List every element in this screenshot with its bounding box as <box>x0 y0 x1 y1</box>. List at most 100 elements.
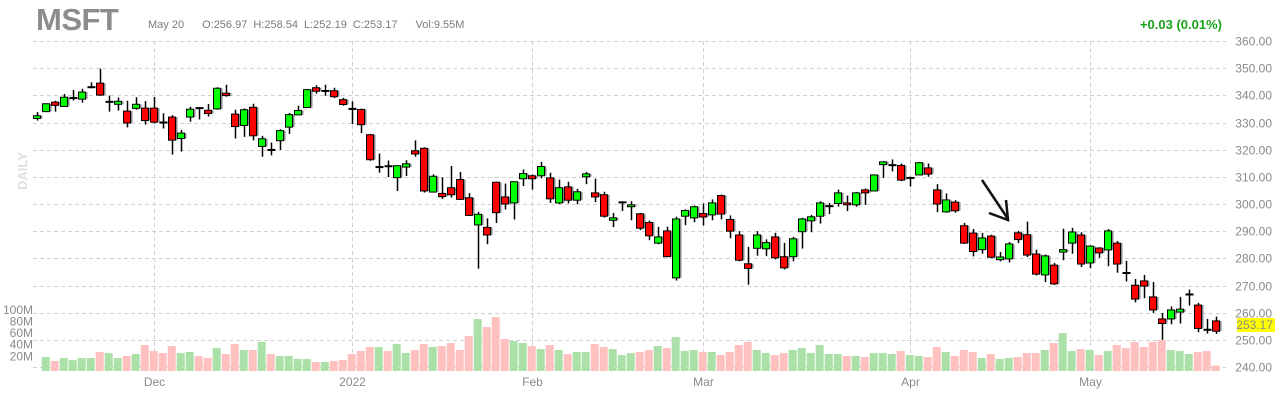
candle-body <box>312 87 320 92</box>
bar-info-row: May 20 O:256.97 H:258.54 L:252.19 C:253.… <box>148 19 464 31</box>
candle-body <box>276 130 284 142</box>
volume-bar <box>203 358 212 371</box>
volume-bar <box>590 344 599 371</box>
candle-body <box>726 218 734 232</box>
candle-body <box>852 192 860 206</box>
candle <box>744 246 754 285</box>
candle-body <box>897 164 905 181</box>
candle <box>663 226 673 258</box>
volume-bar <box>617 355 626 371</box>
volume-bar <box>446 343 455 371</box>
candle <box>204 104 214 117</box>
candle <box>159 113 168 129</box>
volume-bar <box>482 327 491 371</box>
candle-body <box>780 256 788 269</box>
candle <box>1041 254 1051 282</box>
candle <box>870 174 880 192</box>
candle-body <box>132 103 140 109</box>
month-label: Feb <box>522 375 543 389</box>
candle-body <box>330 90 338 98</box>
candle-body <box>78 91 86 100</box>
last-price-tag <box>1237 318 1275 332</box>
price-tick-label: 270.00 <box>1235 280 1272 294</box>
candle-body <box>960 225 968 244</box>
candle <box>366 133 376 161</box>
volume-bar <box>1040 350 1049 371</box>
candle <box>915 161 925 176</box>
candle-body <box>393 165 401 179</box>
candle <box>519 169 529 187</box>
candle-body <box>420 147 428 192</box>
price-tick-label: 330.00 <box>1235 117 1272 131</box>
candle <box>1077 232 1087 268</box>
candle-body <box>1032 253 1040 275</box>
candle <box>1068 227 1078 254</box>
candle <box>609 212 619 228</box>
candle <box>690 205 700 223</box>
candle <box>240 108 250 137</box>
candle <box>699 203 709 226</box>
candle <box>402 160 412 177</box>
annotation-arrow-icon <box>980 179 1010 222</box>
price-tick-label: 240.00 <box>1235 361 1272 375</box>
volume-bar <box>806 353 815 371</box>
candle-body <box>1212 320 1220 332</box>
volume-bar <box>536 349 545 371</box>
candle-body <box>1194 304 1202 329</box>
volume-bar <box>995 359 1004 371</box>
volume-bar <box>230 344 239 371</box>
candle <box>546 172 556 203</box>
volume-bar <box>464 336 473 371</box>
volume-bar <box>923 356 932 371</box>
candle <box>492 181 502 224</box>
volume-bar <box>581 351 590 371</box>
candle <box>1032 249 1042 276</box>
candle-body <box>1050 264 1058 285</box>
candle-body <box>663 230 671 258</box>
volume-bar <box>842 356 851 371</box>
volume-bar <box>410 350 419 371</box>
candle <box>681 209 691 226</box>
price-tick-label: 340.00 <box>1235 89 1272 103</box>
candle-body <box>483 226 491 236</box>
volume-bar <box>365 346 374 371</box>
candle <box>276 129 286 150</box>
candle <box>735 231 745 262</box>
candle <box>969 228 979 257</box>
volume-bar <box>284 356 293 371</box>
volume-bar <box>959 350 968 371</box>
candle <box>600 191 610 218</box>
candle-body <box>1041 255 1049 276</box>
volume-bar <box>275 356 284 371</box>
candle-body <box>627 204 635 208</box>
candle-body <box>924 167 932 175</box>
volume-bar <box>752 350 761 371</box>
volume-bar <box>455 350 464 371</box>
candle <box>474 211 484 269</box>
volume-bar <box>986 354 995 371</box>
candle-body <box>672 218 680 279</box>
volume-bar <box>1139 346 1148 371</box>
candle <box>132 97 142 110</box>
candle-body <box>699 213 707 218</box>
volume-bar <box>185 351 194 371</box>
candle <box>816 201 826 224</box>
volume-bar <box>1148 341 1157 371</box>
candle-body <box>609 217 617 221</box>
candle-body <box>474 213 482 226</box>
candle <box>618 201 627 212</box>
volume-bar <box>635 351 644 371</box>
volume-bar <box>356 351 365 371</box>
volume-bar <box>1103 351 1112 371</box>
candle-body <box>708 202 716 216</box>
candle-body <box>636 213 644 229</box>
candle <box>303 89 313 109</box>
candle-body <box>1176 308 1184 313</box>
bar-high: H:258.54 <box>253 19 298 31</box>
candle <box>231 109 241 139</box>
candle-body <box>1077 234 1085 265</box>
bar-close: C:253.17 <box>352 19 398 31</box>
price-tick-label: 300.00 <box>1235 198 1272 212</box>
price-tick-label: 280.00 <box>1235 252 1272 266</box>
